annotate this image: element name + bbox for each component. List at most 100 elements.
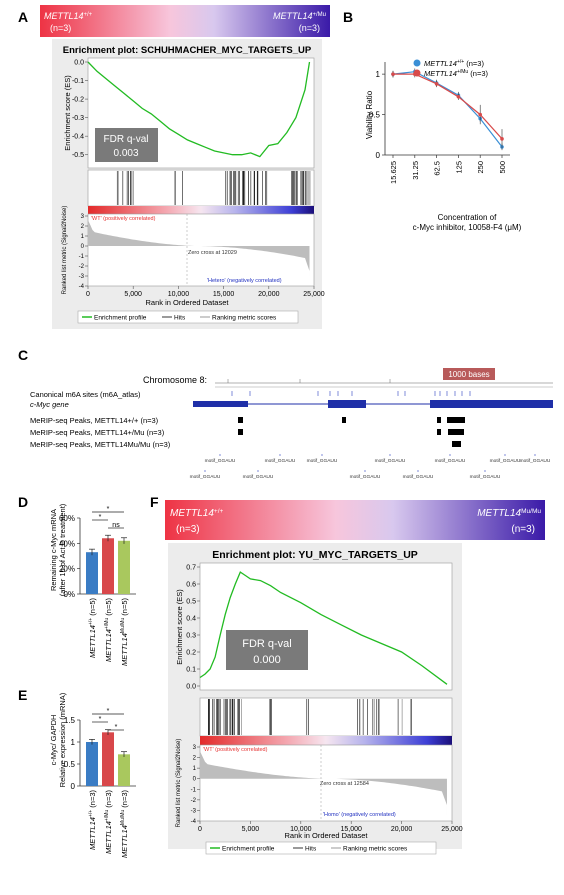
xtick-label: 25,000 xyxy=(441,826,463,833)
gene-exon-1 xyxy=(193,401,248,407)
gsea-a-neg-label: 'Hetero' (negatively correlated) xyxy=(207,278,282,284)
gsea-a-fdr-box xyxy=(95,128,158,162)
viability-ytick-label: 0 xyxy=(376,151,381,160)
scale-bar xyxy=(443,368,495,380)
expr-ytick-label: 0 xyxy=(71,782,76,791)
metric-ytick-label: -4 xyxy=(191,819,197,825)
gsea-a-es-ylabel: Enrichment score (ES) xyxy=(63,75,72,151)
gsea-a-es-yticks: 0.0 -0.1 -0.2 -0.3 -0.4 -0.5 xyxy=(72,60,88,159)
gsea-f-wt-label: 'WT' (positively correlated) xyxy=(203,747,268,753)
viability-xlabel-1: Concentration of xyxy=(438,213,497,222)
motif-track: motif_GGAUU motif_GGAUU motif_GGAUU motif_G… xyxy=(190,454,551,480)
merip-peak xyxy=(437,429,441,435)
xtick-label: 5,000 xyxy=(124,291,142,298)
panel-label-e: E xyxy=(18,687,27,703)
merip-peak xyxy=(452,441,461,447)
metric-ytick-label: 0 xyxy=(81,244,85,250)
xtick-label: 20,000 xyxy=(258,291,280,298)
banner-f-left-n: (n=3) xyxy=(176,524,200,535)
gsea-f-metric-ylabel: Ranked list metric (Signal2Noise) xyxy=(176,739,182,828)
gsea-f-zero-cross: Zero cross at 12584 xyxy=(320,781,369,787)
banner-a-right: METTL14+/Mu xyxy=(273,11,326,21)
gsea-f-title: Enrichment plot: YU_MYC_TARGETS_UP xyxy=(212,549,418,561)
expr-ytick-label: 1.5 xyxy=(64,716,76,725)
gsea-f-fdr-value: 0.000 xyxy=(253,654,281,666)
es-ytick-label: -0.1 xyxy=(72,78,84,85)
viability-xlabel-2: c-Myc inhibitor, 10058-F4 (μM) xyxy=(413,223,522,232)
viability-xtick-label: 125 xyxy=(454,161,463,174)
banner-f-right-n: (n=3) xyxy=(511,524,535,535)
gsea-a-heatbar xyxy=(88,206,314,214)
chromosome-label: Chromosome 8: xyxy=(143,375,207,385)
panel-label-a: A xyxy=(18,9,28,25)
mrna-ytick-label: 20% xyxy=(59,565,75,574)
merip-peak xyxy=(437,417,441,423)
mrna-sig-label: * xyxy=(99,514,102,521)
gsea-f-legend-hits: Hits xyxy=(305,846,317,853)
gsea-a-legend-enrich: Enrichment profile xyxy=(94,315,147,322)
expr-category-label: METTL14+/Mu (n=3) xyxy=(104,790,113,855)
viability-point xyxy=(434,82,439,86)
merip-peak xyxy=(238,417,243,423)
merip-peak xyxy=(238,429,243,435)
expr-sig-label: * xyxy=(107,708,110,715)
gsea-a-legend xyxy=(77,310,299,324)
gsea-a-metric-yticks: 3 2 1 0 -1 -2 -3 -4 xyxy=(79,214,88,290)
metric-ytick-label: 0 xyxy=(193,777,197,783)
gsea-a-wt-label: 'WT' (positively correlated) xyxy=(91,216,156,222)
metric-ytick-label: 3 xyxy=(81,214,85,220)
es-ytick-label: 0.1 xyxy=(186,667,196,674)
motif-label: motif_GGAUU xyxy=(435,458,466,464)
expr-bar xyxy=(86,742,98,786)
track-label-peak-3: MeRIP-seq Peaks, METTL14Mu/Mu (n=3) xyxy=(30,440,171,449)
gsea-a-metric-ylabel: Ranked list metric (Signal2Noise) xyxy=(62,206,68,295)
panel-label-b: B xyxy=(343,9,353,25)
gsea-a-title: Enrichment plot: SCHUHMACHER_MYC_TARGETS… xyxy=(63,45,312,56)
gsea-a-hits-box xyxy=(87,169,315,207)
expr-bar xyxy=(118,754,130,786)
xtick-label: 10,000 xyxy=(290,826,312,833)
track-label-peak-1: MeRIP-seq Peaks, METTL14+/+ (n=3) xyxy=(30,416,159,425)
motif-label: motif_GGAUU xyxy=(520,458,551,464)
motif-label: motif_GGAUU xyxy=(190,474,221,480)
metric-ytick-label: 3 xyxy=(193,745,197,751)
mrna-bar xyxy=(102,538,114,594)
track-label-m6a: Canonical m6A sites (m6A_atlas) xyxy=(30,390,141,399)
gsea-f-es-yticks: 0.7 0.6 0.5 0.4 0.3 0.2 0.1 0.0 xyxy=(186,565,200,691)
motif-label: motif_GGAUU xyxy=(470,474,501,480)
expr-sig-label: * xyxy=(115,724,118,731)
viability-point xyxy=(500,137,504,141)
viability-xtick-label: 15.625 xyxy=(389,161,398,184)
expr-ylabel-2: Relative expression (mRNA) xyxy=(58,692,67,787)
es-ytick-label: -0.4 xyxy=(72,134,84,141)
xtick-label: 15,000 xyxy=(340,826,362,833)
metric-ytick-label: -1 xyxy=(191,787,197,793)
viability-ylabel: Viability Ratio xyxy=(365,90,374,139)
banner-f-right: METTL14Mu/Mu xyxy=(477,508,541,519)
gsea-f-legend-enrich: Enrichment profile xyxy=(222,846,275,853)
metric-ytick-label: -2 xyxy=(191,798,197,804)
xtick-label: 15,000 xyxy=(213,291,235,298)
gsea-a-enrichment-line xyxy=(87,61,311,158)
expr-bar xyxy=(102,732,114,786)
gsea-a-xticks: 0 5,000 10,000 15,000 20,000 25,000 xyxy=(86,286,325,298)
mrna-ylabel-1: Remaining c-Myc mRNA xyxy=(49,509,58,591)
gene-exon-2 xyxy=(328,400,366,408)
gsea-a-fdr-value: 0.003 xyxy=(113,148,138,159)
viability-xtick-label: 31.25 xyxy=(411,161,420,180)
motif-label: motif_GGAUU xyxy=(490,458,521,464)
es-ytick-label: -0.2 xyxy=(72,97,84,104)
metric-ytick-label: -4 xyxy=(79,284,85,290)
metric-ytick-label: -3 xyxy=(191,808,197,814)
mrna-category-label: METTL14+/+ (n=5) xyxy=(88,598,97,658)
mrna-ytick-label: 0% xyxy=(63,590,75,599)
viability-point xyxy=(456,94,461,99)
panel-label-c: C xyxy=(18,347,28,363)
es-ytick-label: 0.6 xyxy=(186,582,196,589)
xtick-label: 25,000 xyxy=(303,291,325,298)
metric-ytick-label: -2 xyxy=(79,264,85,270)
merip-peak xyxy=(447,417,465,423)
metric-ytick-label: 2 xyxy=(193,756,197,762)
motif-label: motif_GGAUU xyxy=(307,458,338,464)
